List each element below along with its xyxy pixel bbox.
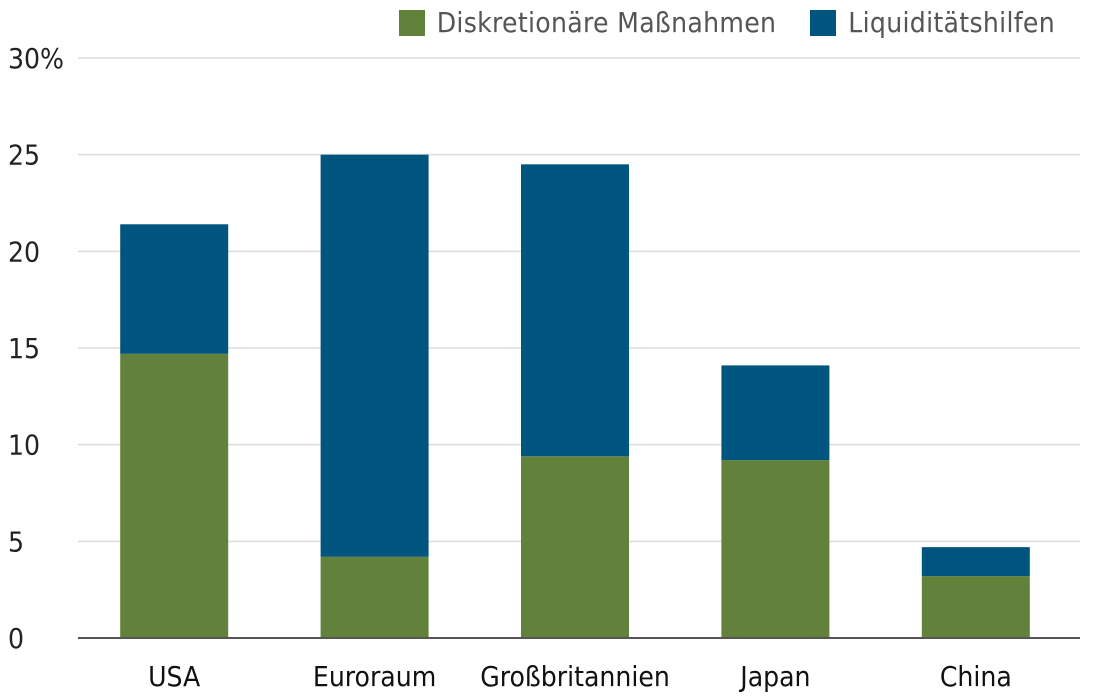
bar-discretionary: [521, 456, 629, 638]
x-category-label: Euroraum: [313, 660, 436, 693]
legend-item-liquidity: Liquiditätshilfen: [810, 6, 1055, 39]
bar-discretionary: [921, 576, 1030, 638]
x-category-label: China: [940, 660, 1012, 693]
legend-swatch-liquidity: [810, 9, 837, 36]
chart-legend: Diskretionäre Maßnahmen Liquiditätshilfe…: [398, 6, 1055, 39]
x-category-label: Japan: [738, 660, 810, 693]
y-tick-label: 10: [8, 429, 40, 462]
x-category-label: USA: [148, 660, 201, 693]
y-tick-label: 15: [8, 332, 40, 365]
bar-liquidity: [320, 154, 429, 557]
bar-liquidity: [921, 547, 1030, 577]
bar-discretionary: [721, 460, 830, 638]
bar-discretionary: [320, 556, 429, 638]
legend-label-discretionary: Diskretionäre Maßnahmen: [436, 6, 777, 39]
legend-label-liquidity: Liquiditätshilfen: [848, 6, 1055, 39]
legend-swatch-discretionary: [398, 9, 425, 36]
bar-liquidity: [521, 164, 629, 457]
y-tick-label: 5: [8, 525, 24, 558]
bar-liquidity: [721, 365, 830, 461]
legend-item-discretionary: Diskretionäre Maßnahmen: [398, 6, 777, 39]
y-tick-label: 0: [8, 622, 24, 655]
x-category-label: Großbritannien: [480, 660, 670, 693]
bar-discretionary: [120, 353, 229, 638]
y-tick-label: 25: [8, 139, 40, 172]
y-tick-label: 20: [8, 235, 40, 268]
bar-liquidity: [120, 224, 229, 354]
y-tick-label: 30%: [8, 42, 64, 75]
